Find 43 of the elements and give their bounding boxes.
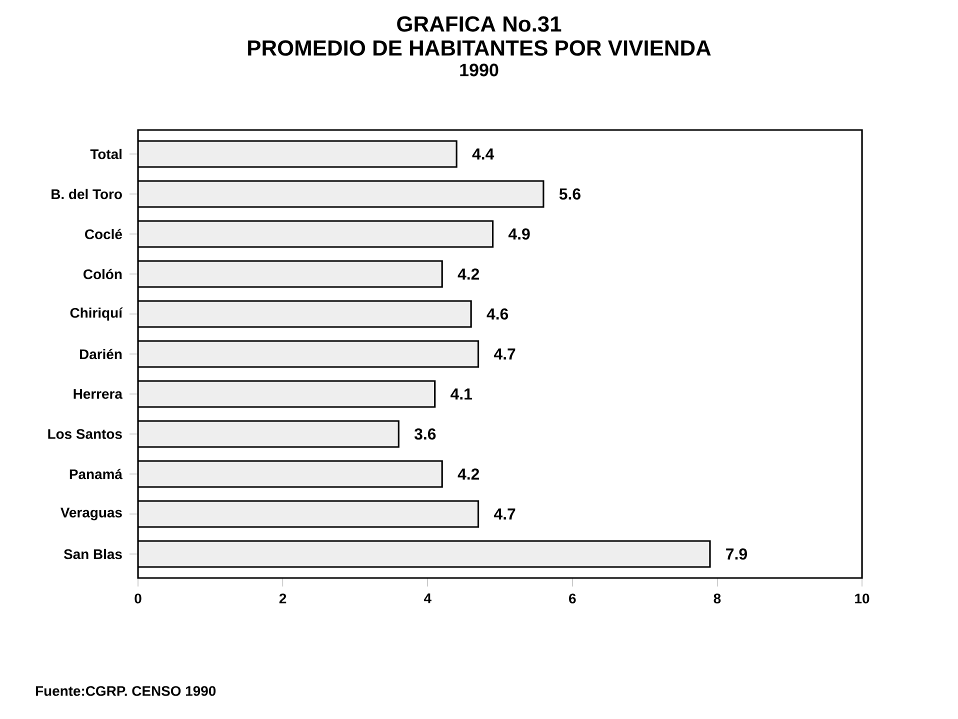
y-tick-label: San Blas [64, 548, 122, 560]
x-tick-label: 0 [134, 594, 142, 604]
y-tick-label: Total [90, 148, 122, 160]
data-label: 7.9 [726, 548, 747, 560]
bar [138, 140, 458, 168]
data-label: 4.7 [494, 508, 516, 520]
y-tick-label: Los Santos [48, 429, 122, 439]
x-tick-label: 8 [714, 594, 721, 604]
data-label: 4.1 [450, 388, 472, 400]
bar [138, 340, 480, 368]
source-note: Fuente:CGRP. CENSO 1990 [36, 686, 216, 696]
text: 1990 [460, 64, 498, 76]
y-tick-label: Veraguas [60, 508, 122, 520]
bar [138, 260, 443, 288]
data-label: 4.9 [508, 228, 530, 240]
y-tick-label: Colón [84, 268, 122, 280]
data-label: 4.7 [494, 348, 516, 360]
bar [138, 300, 472, 328]
bar [138, 380, 436, 408]
bar [138, 500, 480, 528]
chart-title: GRAFICA No.31 [397, 16, 562, 32]
y-tick-label: Chiriquí [70, 307, 123, 321]
data-label: 4.4 [472, 148, 494, 160]
x-tick-label: 2 [279, 594, 286, 604]
y-tick-label: Coclé [85, 228, 122, 240]
chart-subtitle: PROMEDIO DE HABITANTES POR VIVIENDA [248, 40, 711, 56]
data-label: 3.6 [414, 428, 436, 440]
y-tick-label: B. del Toro [52, 188, 122, 200]
bar [138, 220, 494, 248]
y-tick-label: Darién [80, 348, 122, 360]
x-tick-label: 6 [569, 594, 576, 604]
data-label: 5.6 [559, 188, 580, 200]
bar [138, 420, 400, 448]
bar [138, 180, 544, 208]
bar [138, 540, 711, 568]
y-tick-label: Panamá [70, 468, 122, 480]
data-label: 4.6 [486, 308, 508, 320]
x-tick-label: 10 [855, 594, 870, 604]
bar [138, 460, 443, 488]
data-label: 4.2 [458, 268, 480, 280]
data-label: 4.2 [458, 468, 480, 480]
x-tick-label: 4 [424, 594, 432, 604]
y-tick-label: Herrera [74, 389, 123, 399]
